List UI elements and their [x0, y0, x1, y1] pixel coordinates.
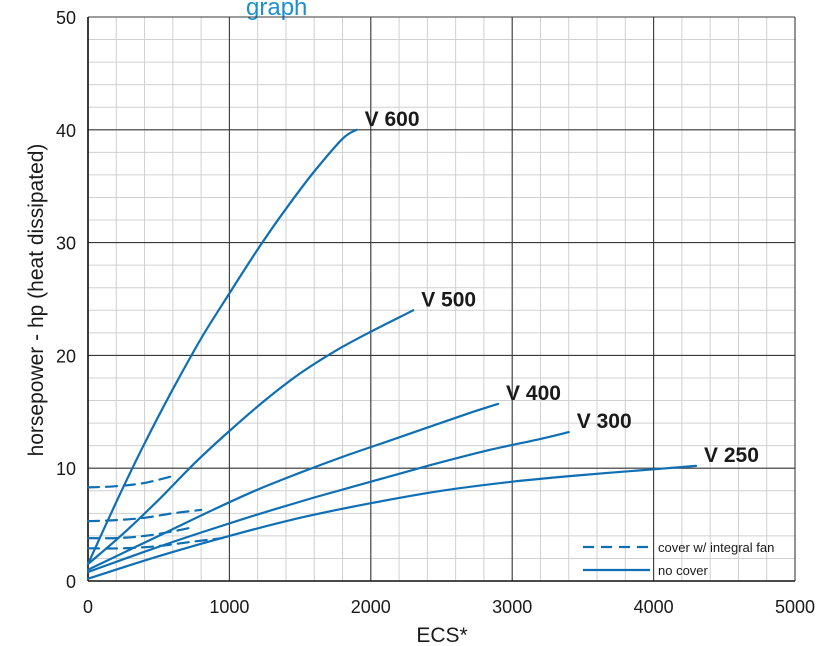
y-tick-label: 30 — [56, 234, 76, 254]
legend: cover w/ integral fan no cover — [583, 540, 774, 578]
x-tick-label: 0 — [83, 597, 93, 617]
legend-label-no-cover: no cover — [658, 563, 709, 578]
series-label-v-300: V 300 — [577, 410, 632, 433]
x-tick-labels: 0 1000 2000 3000 4000 5000 — [83, 597, 815, 617]
x-tick-label: 2000 — [351, 597, 391, 617]
series-line-fan-cover-dashed — [86, 525, 196, 540]
series-label-v-250: V 250 — [704, 444, 759, 467]
x-axis-title: ECS* — [416, 624, 467, 646]
x-tick-label: 4000 — [634, 597, 674, 617]
series-line-v-400 — [86, 402, 500, 571]
series-lines — [86, 128, 698, 580]
y-tick-label: 50 — [56, 8, 76, 28]
x-tick-label: 5000 — [775, 597, 815, 617]
series-line-v-600 — [86, 128, 358, 566]
series-line-fan-cover-dashed — [86, 475, 174, 489]
series-line-fan-cover-dashed — [86, 508, 203, 523]
y-tick-labels: 0 10 20 30 40 50 — [56, 8, 76, 592]
y-tick-label: 40 — [56, 121, 76, 141]
series-label-v-500: V 500 — [421, 288, 476, 311]
y-axis-title: horsepower - hp (heat dissipated) — [25, 144, 48, 457]
series-line-fan-cover-dashed — [86, 537, 224, 550]
y-tick-label: 10 — [56, 459, 76, 479]
x-tick-label: 3000 — [492, 597, 532, 617]
series-line-v-300 — [86, 431, 570, 574]
legend-label-cover-fan: cover w/ integral fan — [658, 540, 774, 555]
series-label-v-600: V 600 — [365, 108, 420, 131]
y-tick-label: 0 — [66, 572, 76, 592]
series-line-v-500 — [86, 309, 415, 566]
partial-title: graph — [246, 0, 307, 21]
series-line-v-250 — [86, 464, 698, 580]
x-tick-label: 1000 — [209, 597, 249, 617]
y-tick-label: 20 — [56, 346, 76, 366]
series-label-v-400: V 400 — [506, 382, 561, 405]
series-labels: V 600 V 500 V 400 V 300 V 250 — [365, 108, 759, 467]
